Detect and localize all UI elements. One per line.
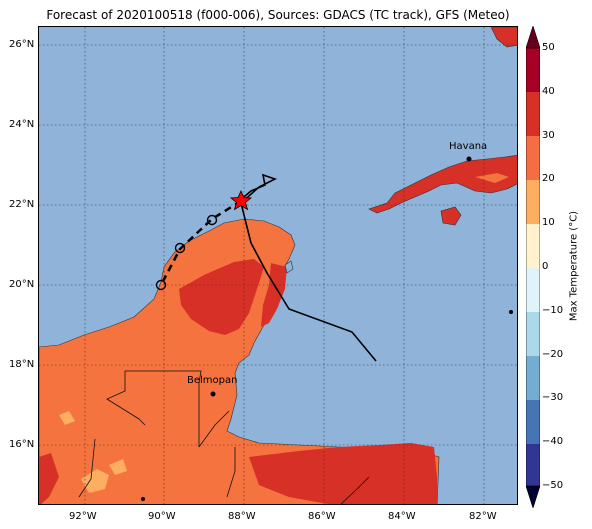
lat-tick: 26°N [9,39,35,50]
honduras-hot-region [249,443,437,504]
colorbar-tick: 10 [542,217,555,228]
colorbar-tick: −30 [542,392,564,403]
warm-patch-3 [109,459,127,475]
lat-tick: 20°N [9,279,35,290]
map-canvas [39,27,517,504]
colorbar-tick: 20 [542,173,555,184]
current-position-star[interactable] [229,190,253,211]
lon-tick: 86°W [308,511,336,522]
chart-title: Forecast of 2020100518 (f000-006), Sourc… [46,8,510,22]
cuba-warm-patch [475,173,509,183]
colorbar-tick: 30 [542,130,555,141]
colorbar-tick: −20 [542,349,564,360]
colorbar-tick: 50 [542,42,555,53]
colorbar-tick: 40 [542,86,555,97]
warm-patch-1 [59,411,75,425]
city-marker [509,310,513,314]
country-borders [78,370,370,504]
lat-tick: 22°N [9,199,35,210]
lat-tick: 18°N [9,359,35,370]
map-panel[interactable] [38,26,518,505]
lon-tick: 88°W [228,511,256,522]
lat-tick: 24°N [9,119,35,130]
forecast-point[interactable] [155,279,167,291]
lon-tick: 92°W [69,511,97,522]
forecast-track [159,199,242,286]
florida-edge [490,27,517,48]
isle-of-youth [440,206,462,226]
havana-marker[interactable] [466,156,472,162]
lat-tick: 16°N [9,439,35,450]
lon-tick: 90°W [148,511,176,522]
warm-patch-2 [81,469,109,493]
belmopan-marker[interactable] [210,391,216,397]
city-marker [141,497,145,501]
cozumel-island [284,260,294,274]
lon-tick: 82°W [469,511,497,522]
cuba-island [368,154,517,214]
lon-tick: 84°W [388,511,416,522]
yucatan-east-hot [261,263,287,327]
graticule [39,27,517,504]
forecast-point[interactable] [206,214,218,226]
colorbar-tick: −40 [542,436,564,447]
yucatan-hot-region [179,259,264,335]
forecast-point[interactable] [174,242,186,254]
colorbar-tick: −50 [542,480,564,491]
colorbar [526,26,540,508]
colorbar-tick: 0 [542,261,549,272]
belmopan-label: Belmopan [187,375,238,386]
havana-label: Havana [449,141,488,152]
colorbar-label: Max Temperature (°C) [568,210,580,322]
colorbar-tick: −10 [542,305,564,316]
west-hot-strip [39,453,59,504]
